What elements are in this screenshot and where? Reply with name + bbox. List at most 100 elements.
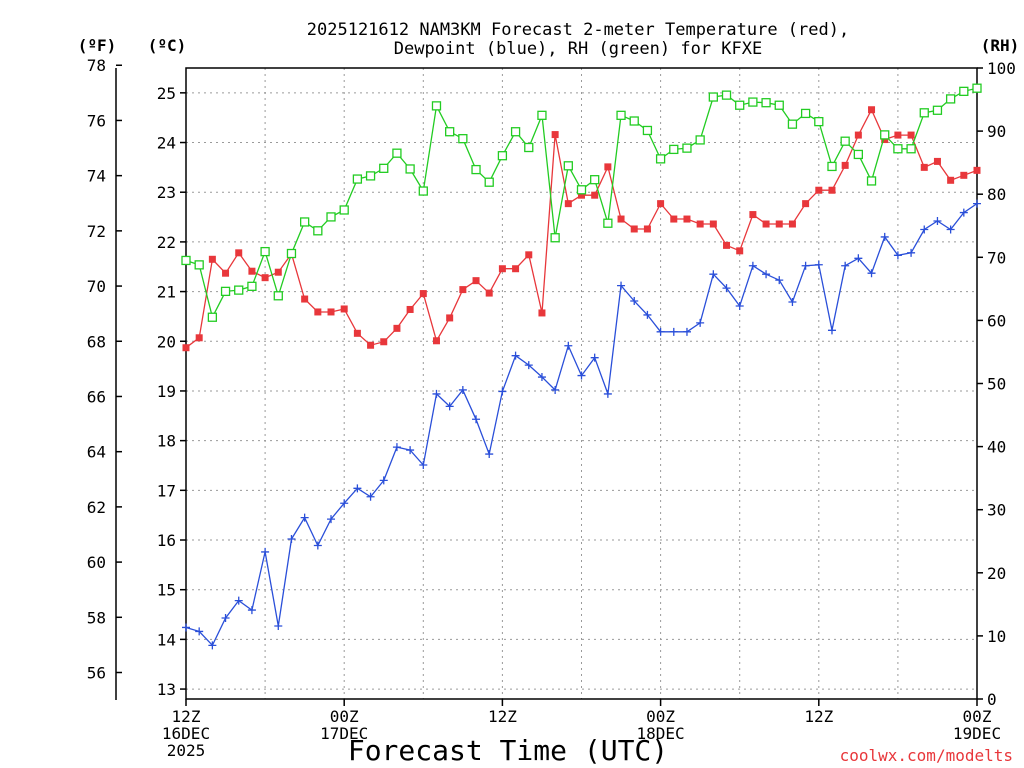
data-point (393, 324, 401, 332)
data-point (959, 86, 969, 96)
rh-tick-label: 30 (987, 501, 1006, 520)
fahrenheit-unit-label: (ºF) (78, 36, 117, 55)
data-point (392, 148, 402, 158)
celsius-tick-label: 15 (157, 581, 176, 600)
data-point (972, 83, 982, 93)
data-point (603, 389, 612, 398)
data-point (195, 334, 203, 342)
chart-title-line2: Dewpoint (blue), RH (green) for KFXE (394, 39, 762, 59)
data-point (274, 268, 282, 276)
rh-tick-label: 10 (987, 627, 1006, 646)
rh-tick-label: 20 (987, 564, 1006, 583)
data-point (222, 269, 230, 277)
data-point (366, 492, 375, 501)
data-point (551, 385, 560, 394)
data-point (340, 499, 349, 508)
celsius-tick-label: 20 (157, 332, 176, 351)
credit-text: coolwx.com/modelts (840, 746, 1013, 765)
data-point (893, 251, 902, 260)
data-point (775, 220, 783, 228)
rh-tick-label: 70 (987, 248, 1006, 267)
data-point (208, 255, 216, 263)
data-point (511, 351, 520, 360)
data-point (655, 154, 666, 164)
x-tick-label: 2025 (167, 741, 206, 760)
data-point (419, 460, 428, 469)
x-tick-label: 19DEC (953, 724, 1001, 743)
data-point (591, 191, 599, 199)
data-point (207, 312, 218, 322)
data-point (340, 305, 348, 313)
celsius-tick-label: 13 (157, 680, 176, 699)
data-point (657, 200, 665, 208)
data-point (959, 208, 968, 217)
fahrenheit-tick-label: 70 (87, 277, 106, 296)
data-point (260, 246, 270, 257)
data-point (722, 284, 731, 293)
x-tick-label: 00Z (646, 707, 675, 726)
fahrenheit-tick-label: 72 (87, 222, 106, 241)
data-point (247, 606, 256, 615)
data-point (841, 161, 849, 169)
rh-tick-label: 90 (987, 122, 1006, 141)
x-tick-label: 12Z (488, 707, 517, 726)
data-point (709, 220, 717, 228)
data-point (380, 338, 388, 346)
data-point (208, 641, 217, 650)
data-point (945, 94, 956, 104)
data-point (326, 212, 336, 222)
x-tick-label: 00Z (330, 707, 359, 726)
rh-unit-label: (RH) (981, 36, 1020, 55)
data-point (510, 127, 521, 137)
data-point (182, 344, 190, 352)
data-point (525, 251, 533, 259)
data-point (973, 199, 981, 208)
data-point (880, 130, 890, 140)
data-point (749, 211, 757, 219)
fahrenheit-tick-label: 74 (87, 167, 106, 186)
data-point (327, 515, 336, 524)
data-point (907, 248, 916, 257)
data-point (445, 127, 455, 137)
data-point (880, 232, 889, 241)
data-point (485, 289, 493, 297)
data-point (616, 110, 626, 120)
data-point (563, 161, 573, 171)
data-point (748, 97, 758, 107)
data-point (327, 308, 335, 316)
data-point (498, 387, 507, 396)
data-point (432, 337, 440, 345)
data-point (314, 308, 322, 316)
data-point (933, 157, 941, 165)
data-point (379, 163, 389, 173)
series-line (185, 108, 978, 349)
x-tick-label: 16DEC (162, 724, 210, 743)
data-point (736, 247, 744, 255)
rh-tick-label: 100 (987, 59, 1016, 78)
data-point (590, 175, 600, 185)
data-point (367, 341, 375, 349)
data-point (894, 131, 902, 139)
data-point (973, 166, 981, 174)
data-point (537, 110, 547, 120)
data-point (484, 177, 494, 187)
celsius-unit-label: (ºC) (148, 36, 187, 55)
data-point (512, 265, 520, 273)
data-point (524, 142, 534, 153)
data-point (629, 116, 639, 126)
data-point (524, 361, 533, 370)
data-point (458, 134, 468, 144)
x-axis-label: Forecast Time (UTC) (348, 734, 668, 767)
data-point (261, 274, 269, 282)
rh-tick-label: 0 (987, 690, 997, 709)
celsius-tick-label: 18 (157, 432, 176, 451)
data-point (353, 329, 361, 337)
data-point (709, 270, 718, 279)
data-point (300, 513, 309, 522)
data-point (814, 260, 823, 269)
data-point (775, 276, 784, 285)
x-tick-label: 12Z (804, 707, 833, 726)
celsius-tick-label: 19 (157, 382, 176, 401)
celsius-tick-label: 21 (157, 283, 176, 302)
